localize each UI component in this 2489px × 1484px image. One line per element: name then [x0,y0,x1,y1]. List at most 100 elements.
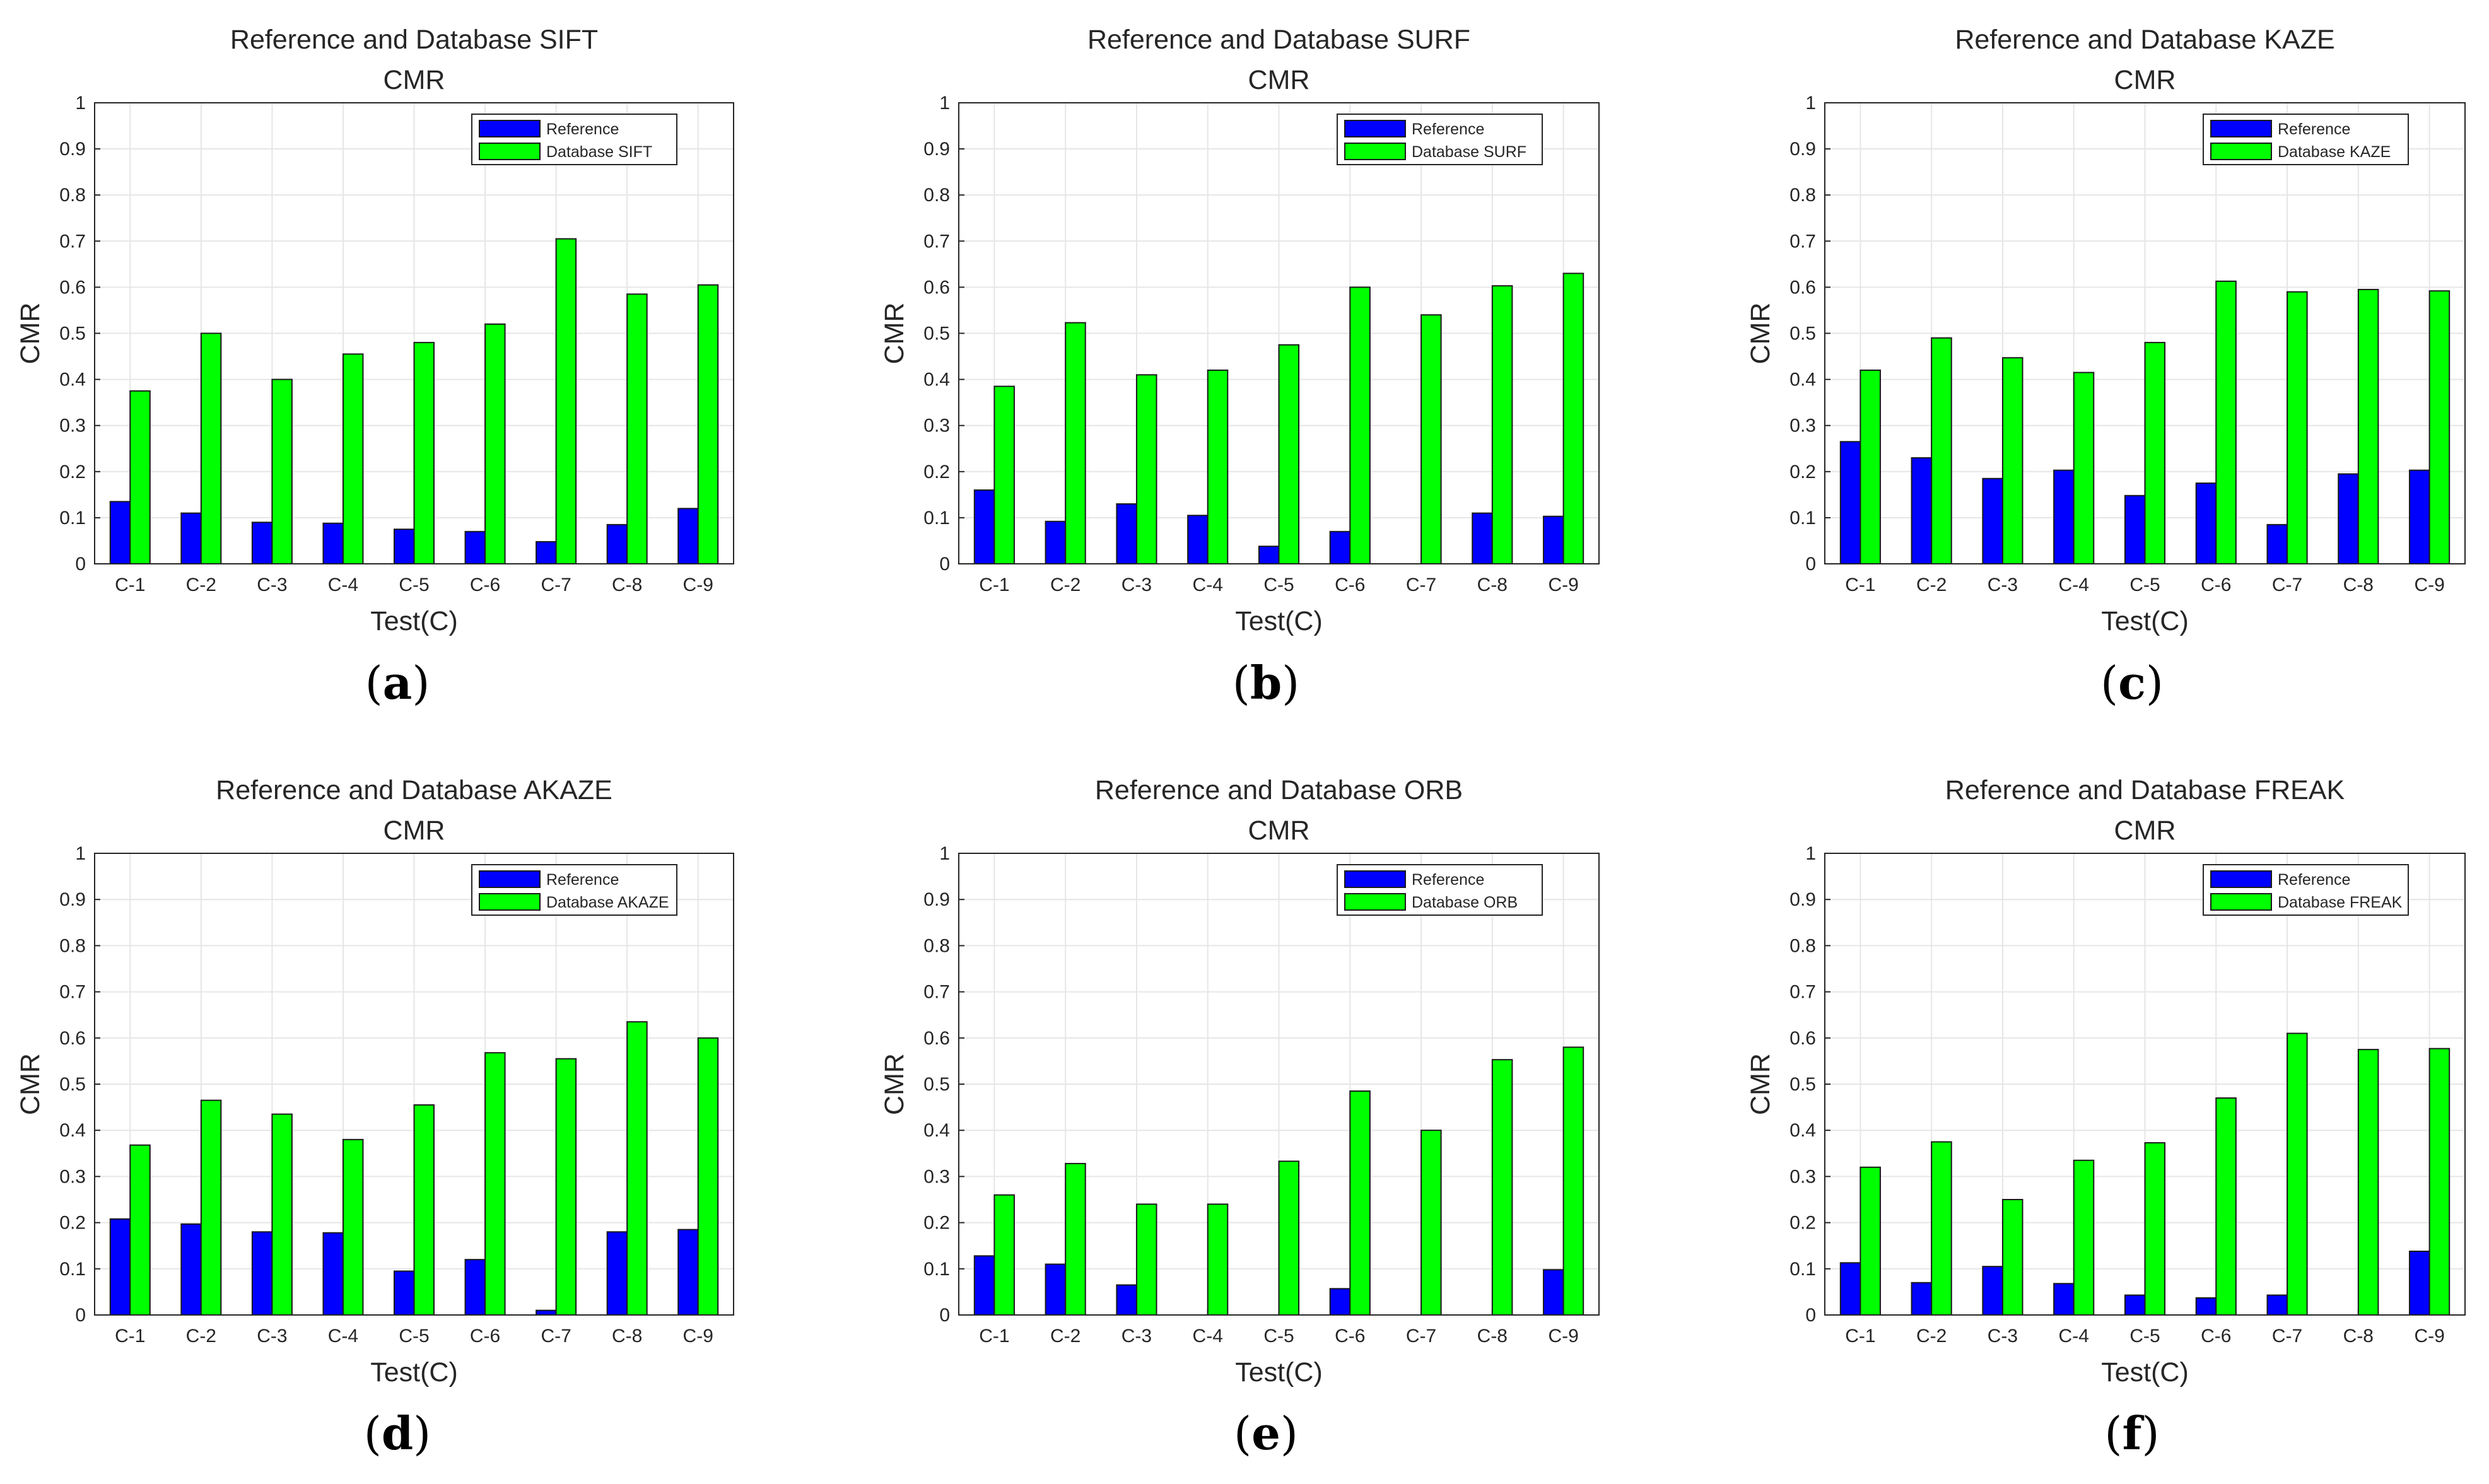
x-tick-label: C-1 [1845,1326,1875,1347]
y-axis-label: CMR [1745,303,1776,365]
legend-swatch-reference [1344,870,1406,888]
bar-reference-C-4 [2053,1283,2075,1316]
bar-reference-C-8 [2338,473,2359,565]
bar-database-C-7 [2287,291,2308,564]
y-tick-label: 0.6 [923,1028,950,1049]
bar-reference-C-3 [1982,1266,2003,1316]
bar-database-C-6 [1349,286,1371,564]
x-tick-label: C-8 [2343,1326,2374,1347]
x-axis-label: Test(C) [370,606,458,636]
y-tick-label: 0.6 [59,277,86,298]
x-tick-label: C-5 [1263,1326,1294,1347]
x-tick-label: C-7 [541,1326,571,1347]
legend-swatch-database [1344,893,1406,911]
x-tick-label: C-6 [2201,575,2231,595]
x-tick-label: C-9 [683,1326,713,1347]
y-tick-label: 0.1 [1789,508,1816,529]
legend-label-database: Database AKAZE [546,894,669,911]
y-tick-label: 0.7 [1789,982,1816,1003]
bar-database-C-6 [2215,1097,2237,1316]
x-axis-label: Test(C) [1235,606,1323,636]
bar-database-C-2 [1931,1141,1952,1316]
bar-reference-C-8 [606,1231,628,1316]
y-tick-label: 0.8 [923,185,950,206]
x-axis-label: Test(C) [1235,1357,1323,1388]
axes-box [1824,853,2466,1316]
y-tick-label: 0.2 [59,462,86,482]
legend: Reference Database FREAK [2203,864,2409,916]
x-tick-label: C-2 [1916,1326,1947,1347]
y-tick-label: 0.7 [923,231,950,252]
y-tick-label: 0.6 [59,1028,86,1049]
y-axis-label: CMR [15,1053,45,1115]
legend-label-database: Database SURF [1412,143,1526,161]
x-tick-label: C-7 [1406,575,1436,595]
x-tick-label: C-2 [186,575,216,595]
y-tick-label: 0.7 [1789,231,1816,252]
x-tick-label: C-1 [1845,575,1875,595]
bar-reference-C-9 [1543,1269,1564,1316]
x-tick-label: C-1 [979,1326,1009,1347]
y-tick-label: 0.2 [923,1213,950,1234]
x-tick-label: C-2 [1050,575,1081,595]
y-tick-label: 0.4 [59,370,86,390]
x-tick-label: C-3 [1988,575,2018,595]
chart-title: Reference and Database FREAK [1945,775,2345,805]
bar-reference-C-7 [536,1309,557,1316]
bar-reference-C-5 [2124,494,2146,565]
y-tick-label: 0 [75,554,86,575]
bar-database-C-4 [342,1138,364,1316]
y-tick-label: 0.3 [1789,416,1816,436]
bar-reference-C-5 [393,1270,415,1316]
bar-reference-C-9 [2409,1250,2430,1316]
bar-database-C-1 [993,1194,1015,1316]
y-tick-label: 1 [939,93,950,114]
x-tick-label: C-7 [541,575,571,595]
y-tick-label: 0.9 [1789,139,1816,160]
bar-database-C-4 [2073,371,2095,564]
bar-database-C-1 [1859,1166,1881,1316]
legend: Reference Database ORB [1337,864,1543,916]
y-axis-label: CMR [879,1053,910,1115]
legend-swatch-database [2210,893,2272,911]
bar-reference-C-3 [251,1231,273,1316]
bar-database-C-2 [1931,337,1952,564]
chart-panel-3: 0 0.1 0.2 0.3 0.4 0.5 0.6 0.7 0.8 0.9 1 C-1 C-2 C-3 C-… [1745,25,2466,636]
legend-swatch-reference [479,120,541,137]
bar-reference-C-6 [1329,530,1351,565]
bar-database-C-7 [2287,1032,2308,1316]
x-tick-label: C-8 [2343,575,2374,595]
bar-reference-C-8 [606,523,628,564]
bar-database-C-3 [2001,357,2023,564]
x-tick-label: C-4 [2059,575,2089,595]
y-tick-label: 0.8 [59,935,86,956]
x-tick-label: C-5 [1263,575,1294,595]
panel-label-f: (f) [2104,1406,2160,1460]
x-tick-label: C-4 [1193,575,1223,595]
x-tick-label: C-9 [683,575,713,595]
x-tick-label: C-2 [1916,575,1947,595]
y-tick-label: 0.8 [59,185,86,206]
x-tick-label: C-6 [1335,575,1365,595]
y-tick-label: 0.6 [1789,277,1816,298]
legend-swatch-database [2210,143,2272,160]
y-tick-label: 0.2 [1789,1213,1816,1234]
y-tick-label: 0.4 [923,1120,950,1141]
bar-database-C-4 [2073,1159,2095,1316]
y-tick-label: 0.2 [59,1213,86,1234]
x-tick-label: C-9 [2414,1326,2444,1347]
legend-label-reference: Reference [546,120,619,138]
y-tick-label: 0.9 [1789,889,1816,910]
bar-database-C-5 [413,342,435,564]
bar-reference-C-6 [464,1259,486,1316]
y-tick-label: 0.3 [59,1166,86,1187]
bar-reference-C-6 [2195,482,2217,565]
bar-database-C-9 [697,1037,719,1316]
bar-database-C-1 [1859,369,1881,564]
legend-swatch-database [1344,143,1406,160]
y-tick-label: 0.2 [923,462,950,482]
x-tick-label: C-6 [1335,1326,1365,1347]
legend-label-reference: Reference [1412,871,1484,889]
x-tick-label: C-3 [1122,575,1152,595]
y-tick-label: 0.5 [59,1074,86,1095]
